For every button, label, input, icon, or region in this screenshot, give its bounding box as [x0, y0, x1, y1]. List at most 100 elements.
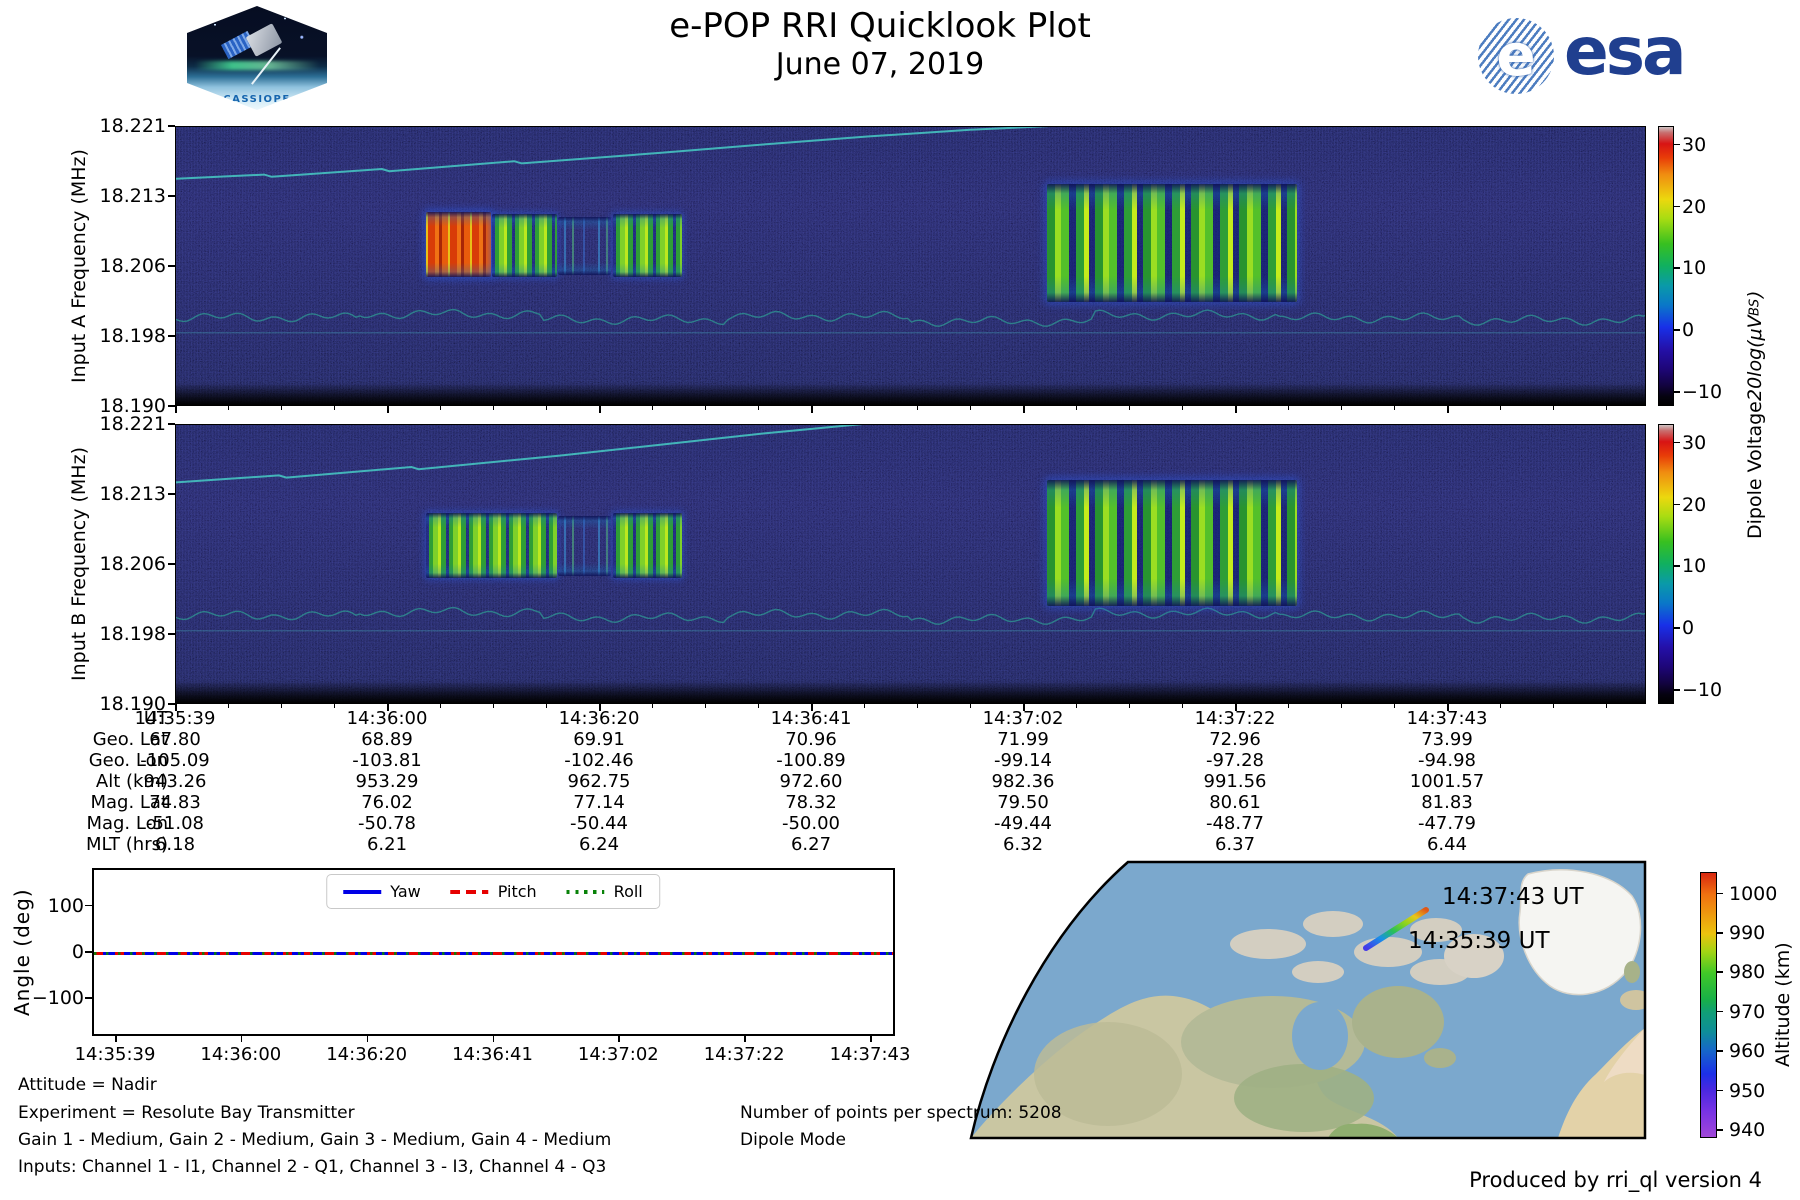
- angle-tick-mark: [85, 997, 92, 999]
- angle-tick-label: 100: [47, 894, 84, 917]
- ephemeris-value: 14:35:39: [134, 708, 216, 729]
- freq-tick-label: 18.206: [99, 553, 166, 575]
- angle-tick-label: 0: [71, 941, 84, 963]
- time-tick-mark: [1023, 406, 1025, 413]
- altitude-colorbar: [1700, 872, 1717, 1138]
- ephemeris-value: -50.78: [357, 813, 417, 834]
- time-minor-tick-mark: [864, 704, 865, 708]
- altitude-tick-label: 990: [1729, 922, 1766, 945]
- note-line: Experiment = Resolute Bay Transmitter: [18, 1103, 355, 1123]
- time-minor-tick-mark: [228, 704, 229, 708]
- time-minor-tick-mark: [1606, 704, 1607, 708]
- angle-plot-legend: Yaw Pitch Roll: [326, 874, 660, 909]
- angle-tick-mark: [85, 904, 92, 907]
- ephemeris-value: 6.27: [790, 834, 832, 855]
- time-minor-tick-mark: [1129, 406, 1130, 410]
- ephemeris-value: 982.36: [991, 771, 1055, 792]
- ephemeris-value: 68.89: [361, 729, 413, 750]
- ephemeris-value: 6.32: [1002, 834, 1044, 855]
- voltage-colorbar-label: Dipole Voltage 20log(μV BS): [1744, 290, 1766, 540]
- colorbar-tick-mark: [1674, 267, 1680, 269]
- note-line: Inputs: Channel 1 - I1, Channel 2 - Q1, …: [18, 1157, 607, 1177]
- ephemeris-value: 76.02: [361, 792, 413, 813]
- ephemeris-row-label: Mag. Lat: [90, 792, 168, 813]
- time-minor-tick-mark: [1288, 704, 1289, 708]
- angle-time-tick-label: 14:37:43: [829, 1044, 911, 1065]
- ephemeris-row-label: Mag. Lon: [86, 813, 168, 834]
- freq-tick-mark: [168, 563, 175, 565]
- ephemeris-value: 69.91: [573, 729, 625, 750]
- time-minor-tick-mark: [758, 704, 759, 708]
- angle-time-tick-mark: [115, 1036, 117, 1042]
- freq-tick-label: 18.206: [99, 255, 166, 277]
- spectrogram-traces: [176, 425, 1645, 632]
- ephemeris-value: -97.28: [1205, 750, 1265, 771]
- ephemeris-value: 14:36:00: [346, 708, 428, 729]
- note-line: Number of points per spectrum: 5208: [740, 1103, 1062, 1123]
- ephemeris-value: -94.98: [1417, 750, 1477, 771]
- time-minor-tick-mark: [705, 406, 706, 410]
- ephemeris-value: 77.14: [573, 792, 625, 813]
- esa-logo: e esa: [1478, 18, 1687, 94]
- ephemeris-row-label: Alt (km): [95, 771, 168, 792]
- time-minor-tick-mark: [228, 406, 229, 410]
- altitude-tick-label: 960: [1729, 1040, 1766, 1063]
- note-line: Dipole Mode: [740, 1130, 846, 1150]
- note-line: Attitude = Nadir: [18, 1075, 157, 1095]
- legend-item-yaw: Yaw: [343, 882, 421, 901]
- time-minor-tick-mark: [652, 704, 653, 708]
- angle-zero-line: [94, 952, 893, 955]
- angle-time-tick-mark: [240, 1036, 243, 1042]
- time-minor-tick-mark: [864, 406, 865, 410]
- ephemeris-row-label: UT: [143, 708, 168, 729]
- signal-burst: [558, 516, 612, 577]
- angle-time-tick-mark: [744, 1036, 746, 1042]
- cassiope-logo-label: CASSIOPE: [223, 94, 291, 105]
- colorbar-tick-label: −10: [1682, 679, 1723, 702]
- ephemeris-value: 943.26: [143, 771, 207, 792]
- time-tick-mark: [811, 406, 813, 413]
- angle-time-tick-label: 14:37:22: [703, 1044, 785, 1065]
- altitude-tick-mark: [1717, 1050, 1723, 1052]
- colorbar-tick-mark: [1674, 143, 1680, 146]
- ephemeris-value: -48.77: [1205, 813, 1265, 834]
- altitude-tick-mark: [1717, 1129, 1723, 1131]
- altitude-tick-mark: [1717, 971, 1723, 973]
- ephemeris-value: 6.21: [366, 834, 408, 855]
- time-minor-tick-mark: [1341, 704, 1342, 708]
- freq-tick-label: 18.190: [99, 395, 166, 417]
- ephemeris-value: 71.99: [997, 729, 1049, 750]
- ephemeris-value: 953.29: [355, 771, 419, 792]
- altitude-tick-mark: [1717, 1010, 1723, 1013]
- time-minor-tick-mark: [546, 406, 547, 410]
- ephemeris-value: 74.83: [149, 792, 201, 813]
- time-minor-tick-mark: [546, 704, 547, 708]
- angle-time-tick-label: 14:35:39: [74, 1044, 156, 1065]
- colorbar-tick-label: 20: [1682, 493, 1707, 516]
- time-minor-tick-mark: [334, 406, 335, 410]
- angle-time-tick-mark: [492, 1036, 494, 1042]
- freq-tick-mark: [168, 405, 175, 407]
- time-minor-tick-mark: [652, 406, 653, 410]
- freq-tick-mark: [168, 335, 175, 337]
- ephemeris-value: 78.32: [785, 792, 837, 813]
- dashed-line-swatch: [450, 889, 489, 894]
- aurora-decoration: [195, 61, 319, 71]
- track-end-time-annotation: 14:37:43 UT: [1442, 884, 1584, 910]
- signal-burst: [558, 216, 612, 276]
- altitude-tick-label: 980: [1729, 961, 1766, 984]
- ephemeris-value: -50.44: [569, 813, 629, 834]
- spectrogram-noise: [176, 425, 1645, 703]
- freq-tick-mark: [168, 703, 175, 705]
- input-a-spectrogram: [175, 126, 1646, 406]
- altitude-tick-label: 970: [1729, 1000, 1766, 1023]
- colorbar-tick-mark: [1674, 441, 1680, 444]
- ephemeris-value: 79.50: [997, 792, 1049, 813]
- freq-tick-label: 18.213: [99, 185, 166, 207]
- produced-by-credit: Produced by rri_ql version 4: [1469, 1168, 1762, 1192]
- signal-burst: [612, 213, 683, 277]
- solid-line-swatch: [343, 889, 382, 894]
- ephemeris-value: -49.44: [993, 813, 1053, 834]
- time-minor-tick-mark: [1076, 406, 1077, 410]
- time-minor-tick-mark: [917, 406, 918, 410]
